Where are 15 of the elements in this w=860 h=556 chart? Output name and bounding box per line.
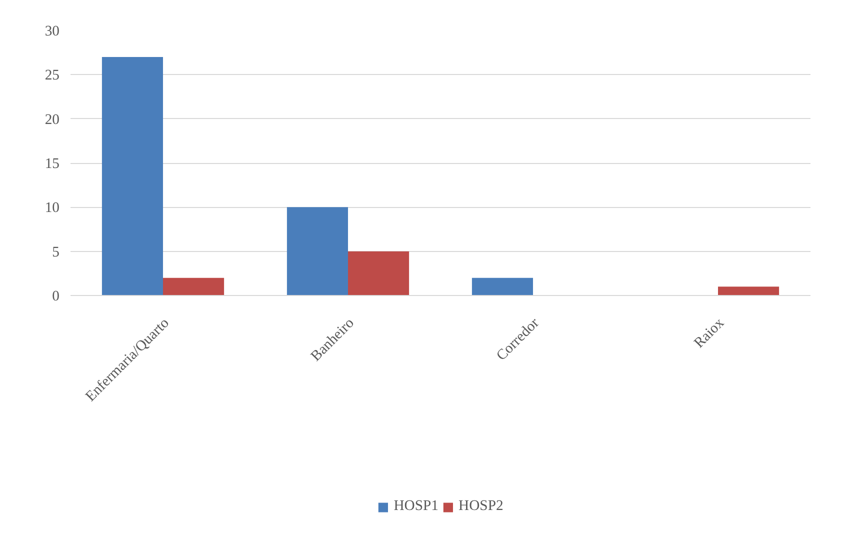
legend-label: HOSP1 [394,498,438,515]
y-tick-label: 10 [44,200,60,216]
bar [348,251,410,296]
y-tick-label: 5 [52,244,60,260]
bar [102,57,163,296]
bar [718,286,780,296]
y-tick-label: 20 [44,112,60,128]
bar [472,278,533,296]
bar [163,278,224,296]
y-tick-label: 15 [44,156,60,172]
bar [286,207,348,296]
y-tick-label: 25 [44,68,60,84]
y-tick-label: 30 [44,24,60,40]
legend-label: HOSP2 [458,498,504,515]
y-tick-label: 0 [52,288,60,304]
